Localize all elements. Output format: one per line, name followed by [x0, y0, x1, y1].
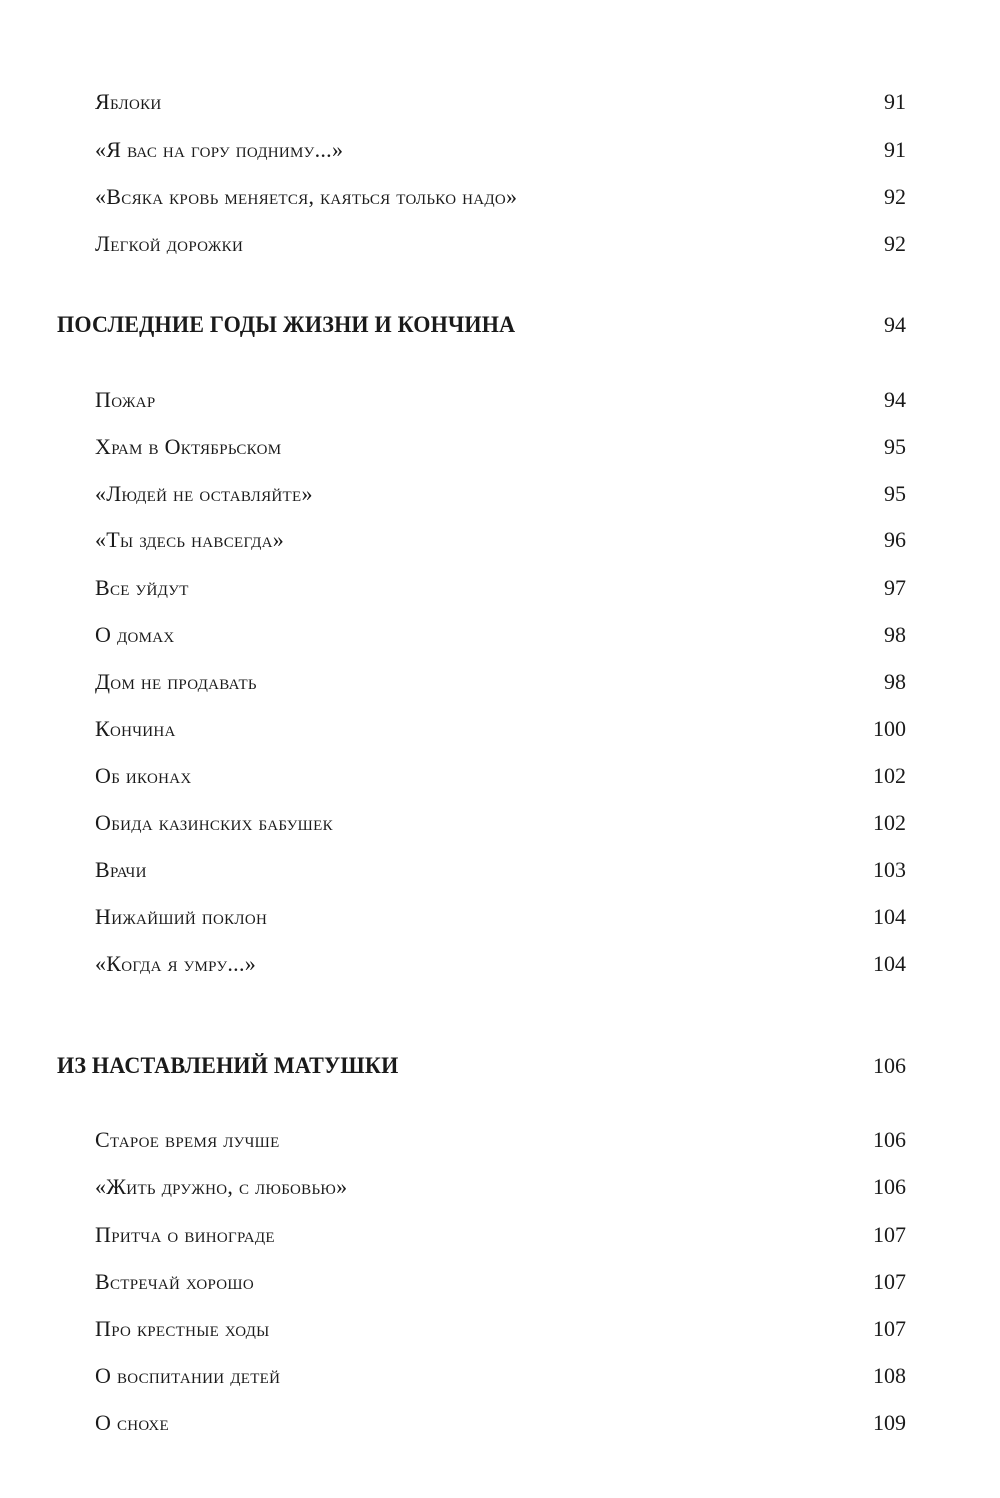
toc-title: Легкой дорожки	[95, 231, 244, 256]
toc-entry: Об иконах 102	[0, 761, 1000, 791]
toc-page-number: 109	[873, 1410, 906, 1435]
toc-entry: Притча о винограде 107	[0, 1220, 1000, 1250]
toc-page-number: 95	[884, 481, 906, 506]
toc-page-number: 108	[873, 1363, 906, 1388]
toc-entry: Нижайший поклон 104	[0, 902, 1000, 932]
toc-title: Дом не продавать	[95, 669, 257, 694]
toc-title: «Жить дружно, с любовью»	[95, 1174, 348, 1199]
toc-title: О снохе	[95, 1410, 169, 1435]
toc-page-number: 97	[884, 575, 906, 600]
toc-entry: Кончина 100	[0, 714, 1000, 744]
toc-page-number: 91	[884, 89, 906, 114]
toc-title: Врачи	[95, 857, 147, 882]
toc-entry: «Всяка кровь меняется, каяться только на…	[0, 182, 1000, 212]
toc-entry: Старое время лучше 106	[0, 1125, 1000, 1155]
toc-entry: Легкой дорожки 92	[0, 229, 1000, 259]
toc-entry: Храм в Октябрьском 95	[0, 432, 1000, 462]
toc-page-number: 98	[884, 622, 906, 647]
toc-entry: «Ты здесь навсегда» 96	[0, 525, 1000, 555]
toc-title: «Всяка кровь меняется, каяться только на…	[95, 184, 518, 209]
toc-page-number: 104	[873, 904, 906, 929]
toc-page-number: 107	[873, 1222, 906, 1247]
toc-entry: О домах 98	[0, 620, 1000, 650]
toc-entry: Все уйдут 97	[0, 573, 1000, 603]
toc-entry: О воспитании детей 108	[0, 1361, 1000, 1391]
toc-entry: «Жить дружно, с любовью» 106	[0, 1172, 1000, 1202]
toc-title: Про крестные ходы	[95, 1316, 270, 1341]
toc-title: «Когда я умру...»	[95, 951, 257, 976]
toc-title: Нижайший поклон	[95, 904, 268, 929]
toc-page-number: 106	[873, 1127, 906, 1152]
toc-page-number: 91	[884, 137, 906, 162]
toc-title: Старое время лучше	[95, 1127, 280, 1152]
toc-title: ИЗ НАСТАВЛЕНИЙ МАТУШКИ	[57, 1053, 399, 1078]
toc-title: ПОСЛЕДНИЕ ГОДЫ ЖИЗНИ И КОНЧИНА	[57, 312, 516, 337]
toc-title: Притча о винограде	[95, 1222, 275, 1247]
toc-page-number: 94	[884, 387, 906, 412]
toc-title: «Ты здесь навсегда»	[95, 527, 285, 552]
toc-title: Пожар	[95, 387, 156, 412]
toc-title: Обида казинских бабушек	[95, 810, 333, 835]
toc-page-number: 107	[873, 1269, 906, 1294]
toc-entry: Яблоки 91	[0, 87, 1000, 117]
toc-entry: «Я вас на гору подниму...» 91	[0, 135, 1000, 165]
toc-title: Встречай хорошо	[95, 1269, 254, 1294]
toc-entry: О снохе 109	[0, 1408, 1000, 1438]
toc-page-number: 96	[884, 527, 906, 552]
toc-page-number: 94	[884, 312, 906, 337]
toc-title: Все уйдут	[95, 575, 189, 600]
toc-title: Яблоки	[95, 89, 162, 114]
toc-entry: «Когда я умру...» 104	[0, 949, 1000, 979]
toc-entry: Дом не продавать 98	[0, 667, 1000, 697]
toc-page-number: 92	[884, 231, 906, 256]
toc-page-number: 106	[873, 1053, 906, 1078]
toc-page-number: 104	[873, 951, 906, 976]
toc-entry: Встречай хорошо 107	[0, 1267, 1000, 1297]
toc-section-heading: ПОСЛЕДНИЕ ГОДЫ ЖИЗНИ И КОНЧИНА 94	[0, 310, 1000, 340]
toc-entry: Обида казинских бабушек 102	[0, 808, 1000, 838]
toc-title: «Людей не оставляйте»	[95, 481, 313, 506]
toc-entry: Про крестные ходы 107	[0, 1314, 1000, 1344]
toc-title: Об иконах	[95, 763, 192, 788]
toc-page-number: 106	[873, 1174, 906, 1199]
toc-entry: «Людей не оставляйте» 95	[0, 479, 1000, 509]
toc-title: Храм в Октябрьском	[95, 434, 282, 459]
toc-title: Кончина	[95, 716, 176, 741]
toc-page-number: 95	[884, 434, 906, 459]
toc-page-number: 102	[873, 810, 906, 835]
toc-page-number: 100	[873, 716, 906, 741]
toc-page-number: 107	[873, 1316, 906, 1341]
toc-section-heading: ИЗ НАСТАВЛЕНИЙ МАТУШКИ 106	[0, 1051, 1000, 1081]
toc-title: «Я вас на гору подниму...»	[95, 137, 344, 162]
toc-entry: Врачи 103	[0, 855, 1000, 885]
toc-title: О воспитании детей	[95, 1363, 281, 1388]
toc-title: О домах	[95, 622, 175, 647]
toc-page-number: 102	[873, 763, 906, 788]
toc-page-number: 92	[884, 184, 906, 209]
toc-page-number: 103	[873, 857, 906, 882]
toc-page-number: 98	[884, 669, 906, 694]
toc-entry: Пожар 94	[0, 385, 1000, 415]
